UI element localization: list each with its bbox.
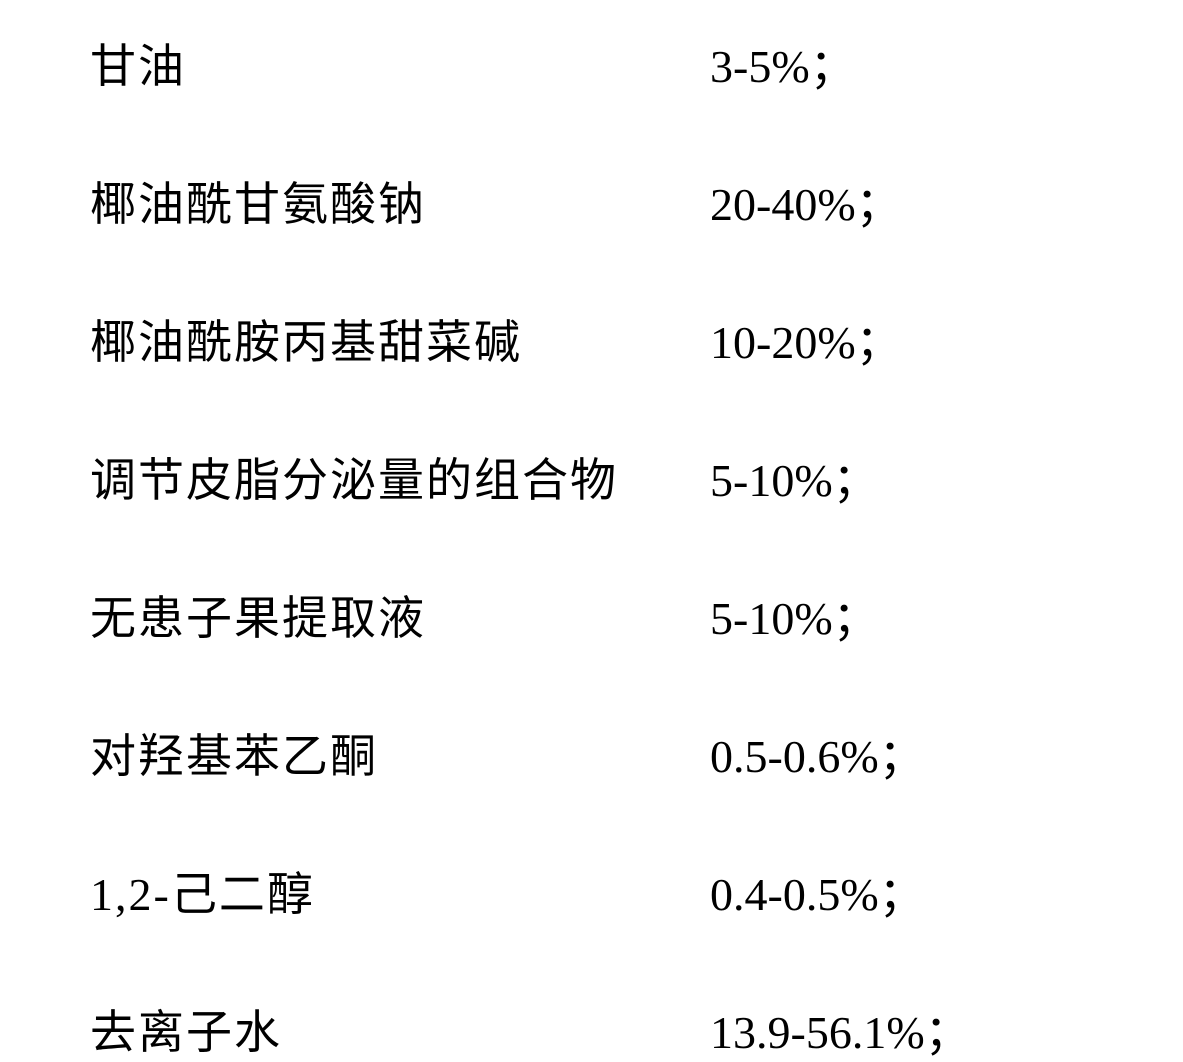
ingredient-value: 13.9-56.1%；	[710, 996, 971, 1062]
ingredient-value: 3-5%；	[710, 30, 856, 96]
ingredient-name: 去离子水	[90, 996, 710, 1062]
ingredient-value: 5-10%；	[710, 444, 879, 510]
ingredient-name: 对羟基苯乙酮	[90, 720, 710, 786]
ingredient-row: 调节皮脂分泌量的组合物 5-10%；	[90, 444, 1093, 510]
ingredient-value: 5-10%；	[710, 582, 879, 648]
ingredient-row: 去离子水 13.9-56.1%；	[90, 996, 1093, 1062]
ingredient-name: 椰油酰胺丙基甜菜碱	[90, 306, 710, 372]
ingredient-name: 1,2-己二醇	[90, 858, 710, 924]
ingredient-name: 椰油酰甘氨酸钠	[90, 168, 710, 234]
ingredient-list: 甘油 3-5%； 椰油酰甘氨酸钠 20-40%； 椰油酰胺丙基甜菜碱 10-20…	[90, 20, 1093, 1062]
ingredient-row: 椰油酰甘氨酸钠 20-40%；	[90, 168, 1093, 234]
ingredient-row: 椰油酰胺丙基甜菜碱 10-20%；	[90, 306, 1093, 372]
ingredient-name: 甘油	[90, 30, 710, 96]
ingredient-row: 1,2-己二醇 0.4-0.5%；	[90, 858, 1093, 924]
ingredient-name: 调节皮脂分泌量的组合物	[90, 444, 710, 510]
ingredient-value: 10-20%；	[710, 306, 902, 372]
ingredient-value: 0.4-0.5%；	[710, 858, 925, 924]
ingredient-row: 甘油 3-5%；	[90, 30, 1093, 96]
ingredient-name: 无患子果提取液	[90, 582, 710, 648]
ingredient-row: 对羟基苯乙酮 0.5-0.6%；	[90, 720, 1093, 786]
ingredient-row: 无患子果提取液 5-10%；	[90, 582, 1093, 648]
ingredient-value: 0.5-0.6%；	[710, 720, 925, 786]
ingredient-value: 20-40%；	[710, 168, 902, 234]
